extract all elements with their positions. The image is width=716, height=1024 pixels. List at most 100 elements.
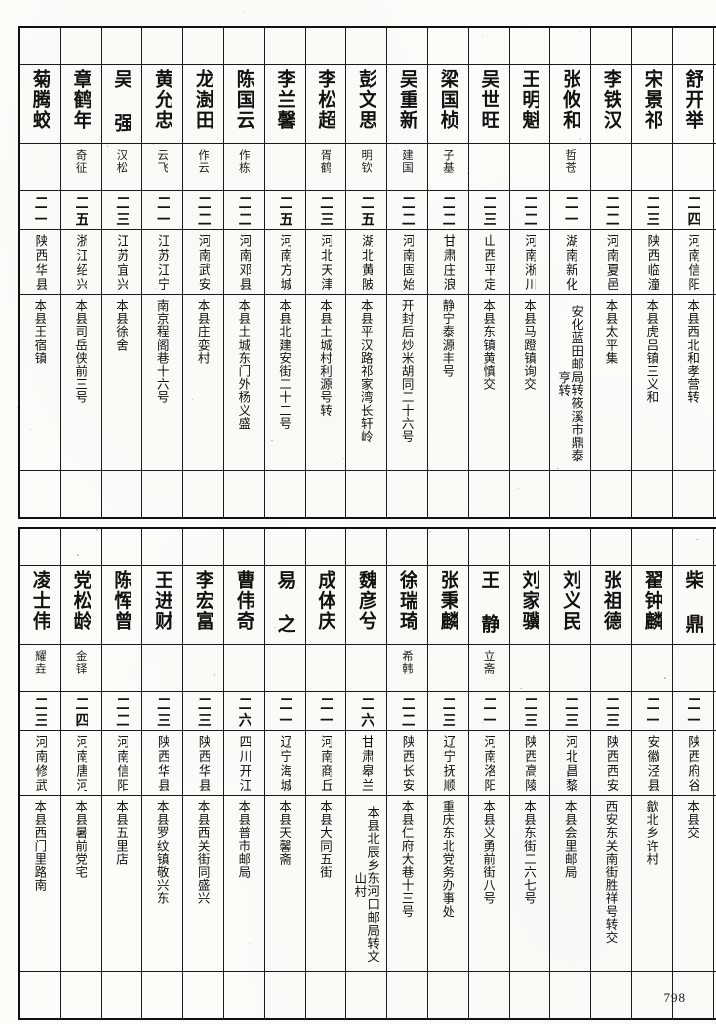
native-place-text: 河南商丘: [319, 731, 333, 793]
address-text: 本县虎吕镇三义和: [645, 295, 658, 404]
address-text: 本县普市邮局: [237, 796, 250, 879]
address-text: 本县暑前党宅: [74, 796, 87, 879]
cell-alias: [305, 645, 346, 692]
table-row-native-place: 河南修武 河南唐河 河南信阳 陕西华县 陕西华县 四川开江 辽宁海城 河南商丘 甘肃皋兰 陕西长安…: [19, 731, 716, 796]
address-text: 本县北辰乡东河口邮局转文山村: [353, 796, 379, 970]
name-text: 易 之: [275, 566, 295, 635]
age-text: 二一: [277, 692, 292, 729]
cell-alias: 子基: [427, 144, 468, 191]
cell-address: 本县徐舍: [101, 295, 142, 471]
native-place-text: 浙江绍兴: [74, 230, 88, 292]
cell-alias: [264, 144, 305, 191]
address-text: 本县北建安街二十二号: [278, 295, 291, 430]
cell-name: 王进财: [142, 566, 183, 645]
native-place-text: 山西平定: [482, 230, 496, 292]
native-place-text: 安徽泾县: [645, 731, 659, 793]
cell-native-place: 河南方城: [264, 230, 305, 295]
cell-name: 魏彦兮: [346, 566, 387, 645]
age-text: 二三: [155, 692, 170, 729]
native-place-text: 河南洛阳: [482, 731, 496, 793]
address-text: 本县王宿镇: [33, 295, 46, 365]
native-place-text: 河南固始: [400, 230, 414, 292]
age-text: 二二: [400, 191, 415, 228]
age-text: 二二: [604, 191, 619, 228]
cell-native-place: 河南修武: [19, 731, 60, 796]
cell-address: 本县天馨斋: [264, 796, 305, 972]
cell-alias: 希韩: [387, 645, 428, 692]
scan-speck: [320, 765, 321, 766]
age-text: 二一: [685, 692, 700, 729]
cell-category: [264, 27, 305, 65]
cell-category: [591, 528, 632, 566]
table-row-native-place: 陕西华县 浙江绍兴 江苏宜兴 江苏江宁 河南武安 河南邓县 河南方城 河北天津 湖北黄陂 河南固始…: [19, 230, 716, 295]
cell-address: 本县司岳侠前三号: [60, 295, 101, 471]
cell-remarks: [591, 471, 632, 519]
cell-native-place: 江苏宜兴: [101, 230, 142, 295]
native-place-text: 陕西西安: [604, 731, 618, 793]
cell-address: 本县太平集: [591, 295, 632, 471]
cell-name: 李兰馨: [264, 65, 305, 144]
cell-native-place: 河南固始: [387, 230, 428, 295]
cell-alias: [264, 645, 305, 692]
cell-address: 本县东街二六七号: [509, 796, 550, 972]
cell-alias: 作云: [183, 144, 224, 191]
cell-name: 王 静: [468, 566, 509, 645]
table-row-alias: 耀垚金铎希韩立斋岱阳天苍希圣别号: [19, 645, 716, 692]
cell-address: 本县北建安街二十二号: [264, 295, 305, 471]
cell-alias: 作栋: [223, 144, 264, 191]
cell-age: 二三: [101, 191, 142, 230]
address-text: 本县会里邮局: [564, 796, 577, 879]
name-text: 张秉麟: [438, 566, 458, 632]
address-text: 开封后炒米胡同二十六号: [401, 295, 414, 443]
cell-category: [305, 528, 346, 566]
cell-native-place: 陕西华县: [19, 230, 60, 295]
cell-alias: [183, 645, 224, 692]
cell-remarks: [19, 972, 60, 1020]
cell-category: [223, 27, 264, 65]
table-row-category: 区分: [19, 528, 716, 566]
name-text: 魏彦兮: [356, 566, 376, 632]
address-text: 本县土城东门外杨义盛: [237, 295, 250, 430]
address-text: 本县五里店: [115, 796, 128, 866]
name-text: 王进财: [152, 566, 172, 632]
cell-category: [468, 528, 509, 566]
scan-speck: [365, 358, 366, 359]
name-text: 宋景祁: [642, 65, 662, 131]
name-text: 陈恽曾: [112, 566, 132, 632]
native-place-text: 陕西华县: [196, 731, 210, 793]
address-text: 本县土城村利源号转: [319, 295, 332, 417]
table-row-category: 区分: [19, 27, 716, 65]
age-text: 二三: [114, 191, 129, 228]
name-text: 李宏富: [193, 566, 213, 632]
native-place-text: 辽宁抚顺: [441, 731, 455, 793]
cell-category: [387, 528, 428, 566]
name-text: 刘家骥: [520, 566, 540, 632]
cell-address: 重庆东北党务办事处: [427, 796, 468, 972]
cell-remarks: [672, 471, 713, 519]
scan-speck: [549, 701, 550, 702]
age-text: 二二: [114, 692, 129, 729]
cell-remarks: [19, 471, 60, 519]
name-text: 成体庆: [316, 566, 336, 632]
cell-address: 西安东关南街胜祥号转交: [591, 796, 632, 972]
table-row-address: 本县王宿镇 本县司岳侠前三号 本县徐舍 南京程阁巷十六号 本县庄娈村 本县土城东门外杨义盛…: [19, 295, 716, 471]
address-text: 本县庄娈村: [197, 295, 210, 365]
name-text: 王 静: [479, 566, 499, 635]
cell-alias: [142, 645, 183, 692]
cell-category: [305, 27, 346, 65]
name-text: 张攸和: [560, 65, 580, 131]
cell-name: 张祖德: [591, 566, 632, 645]
cell-category: [672, 27, 713, 65]
native-place-text: 江苏江宁: [156, 230, 170, 292]
cell-age: 二二: [427, 191, 468, 230]
name-text: 李兰馨: [275, 65, 295, 131]
cell-alias: 明钦: [346, 144, 387, 191]
roster-table-lower-wrapper: 区分 凌士伟党松龄陈恽曾王进财李宏富曹伟奇易 之成体庆魏彦兮徐瑞琦张秉麟王 静刘…: [18, 527, 698, 1020]
name-text: 吴世旺: [479, 65, 499, 131]
address-text: 本县马蹬镇询交: [523, 295, 536, 391]
name-text: 彭文思: [356, 65, 376, 131]
cell-alias: 耀垚: [19, 645, 60, 692]
roster-table-upper-wrapper: 区分 菊腾蛟章鹤年吴 强黄允忠龙澍田陈国云李兰馨李松超彭文思吴重新梁国桢吴世旺王…: [18, 26, 698, 519]
cell-remarks: [60, 972, 101, 1020]
cell-remarks: [468, 972, 509, 1020]
